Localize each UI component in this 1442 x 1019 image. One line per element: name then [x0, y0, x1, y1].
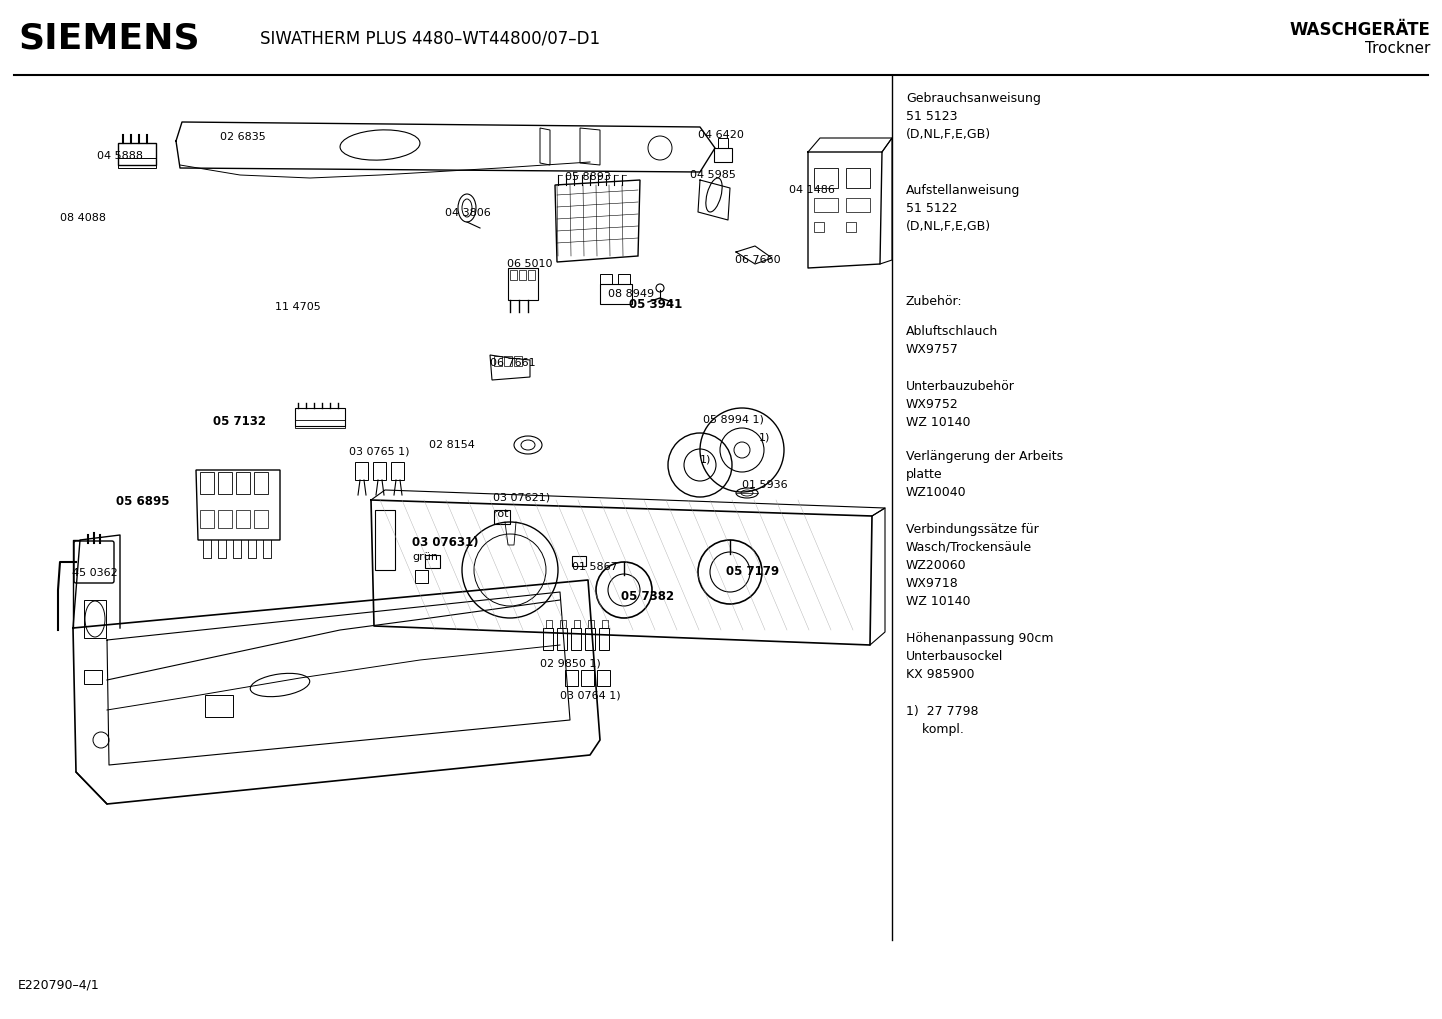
- Bar: [598, 628, 609, 650]
- Text: 06 7661: 06 7661: [490, 358, 535, 368]
- Text: 06 7660: 06 7660: [735, 255, 780, 265]
- Text: 06 5010: 06 5010: [508, 259, 552, 269]
- Bar: [600, 274, 611, 284]
- Bar: [572, 556, 585, 566]
- Bar: [601, 620, 609, 628]
- Text: 45 0362: 45 0362: [72, 568, 118, 578]
- Text: Verbindungssätze für
Wasch/Trockensäule
WZ20060
WX9718
WZ 10140: Verbindungssätze für Wasch/Trockensäule …: [906, 523, 1038, 608]
- Text: Trockner: Trockner: [1364, 41, 1430, 55]
- Text: Unterbauzubehör
WX9752
WZ 10140: Unterbauzubehör WX9752 WZ 10140: [906, 380, 1015, 429]
- Text: 11 4705: 11 4705: [275, 302, 320, 312]
- Text: Gebrauchsanweisung
51 5123
(D,NL,F,E,GB): Gebrauchsanweisung 51 5123 (D,NL,F,E,GB): [906, 92, 1041, 141]
- Bar: [846, 222, 857, 232]
- Text: 04 6420: 04 6420: [698, 130, 744, 140]
- Bar: [254, 472, 268, 494]
- Text: Verlängerung der Arbeits
platte
WZ10040: Verlängerung der Arbeits platte WZ10040: [906, 450, 1063, 499]
- Text: SIWATHERM PLUS 4480–WT44800/07–D1: SIWATHERM PLUS 4480–WT44800/07–D1: [260, 29, 600, 47]
- Text: 04 5985: 04 5985: [691, 170, 735, 180]
- Text: 05 8994 1): 05 8994 1): [704, 415, 764, 425]
- Text: Zubehör:: Zubehör:: [906, 294, 963, 308]
- Bar: [574, 620, 580, 628]
- Text: 1)  27 7798
    kompl.: 1) 27 7798 kompl.: [906, 705, 979, 736]
- Bar: [600, 284, 632, 304]
- Text: 02 8154: 02 8154: [430, 440, 474, 450]
- Text: 05 8893: 05 8893: [565, 172, 611, 182]
- Text: 03 0765 1): 03 0765 1): [349, 446, 410, 455]
- Bar: [813, 168, 838, 187]
- Bar: [236, 510, 249, 528]
- Text: E220790–4/1: E220790–4/1: [17, 978, 99, 991]
- Bar: [559, 620, 567, 628]
- Bar: [84, 600, 107, 638]
- Text: 03 07621): 03 07621): [493, 493, 551, 503]
- Bar: [118, 158, 156, 168]
- Bar: [218, 472, 232, 494]
- Text: 05 7382: 05 7382: [622, 590, 673, 603]
- Bar: [505, 356, 512, 366]
- Bar: [718, 138, 728, 148]
- Bar: [375, 510, 395, 570]
- Bar: [528, 270, 535, 280]
- Bar: [218, 510, 232, 528]
- Bar: [813, 222, 823, 232]
- Bar: [205, 695, 234, 717]
- Bar: [585, 628, 596, 650]
- Text: grün: grün: [412, 552, 438, 562]
- Text: 04 5888: 04 5888: [97, 151, 143, 161]
- Bar: [513, 356, 522, 366]
- Text: 05 7132: 05 7132: [213, 415, 265, 428]
- Text: 05 6895: 05 6895: [117, 495, 170, 508]
- Text: 1): 1): [699, 455, 711, 465]
- Text: 02 6835: 02 6835: [221, 132, 265, 142]
- Bar: [200, 472, 213, 494]
- Text: 08 8949: 08 8949: [609, 289, 655, 299]
- Text: 04 1486: 04 1486: [789, 185, 835, 195]
- Text: 01 5936: 01 5936: [743, 480, 787, 490]
- Bar: [571, 628, 581, 650]
- Bar: [813, 198, 838, 212]
- Bar: [236, 472, 249, 494]
- Text: rot: rot: [493, 510, 509, 519]
- Bar: [510, 270, 518, 280]
- Bar: [619, 274, 630, 284]
- Text: SIEMENS: SIEMENS: [17, 21, 199, 55]
- Bar: [200, 510, 213, 528]
- Text: 03 0764 1): 03 0764 1): [559, 690, 620, 700]
- Bar: [118, 143, 156, 165]
- Text: 05 7179: 05 7179: [725, 565, 779, 578]
- Bar: [547, 620, 552, 628]
- Text: Höhenanpassung 90cm
Unterbausockel
KX 985900: Höhenanpassung 90cm Unterbausockel KX 98…: [906, 632, 1054, 681]
- Text: Abluftschlauch
WX9757: Abluftschlauch WX9757: [906, 325, 998, 356]
- Text: 01 5867: 01 5867: [572, 562, 617, 572]
- Bar: [495, 356, 502, 366]
- Text: 04 3806: 04 3806: [446, 208, 490, 218]
- Text: 1): 1): [758, 433, 770, 443]
- Text: 05 3941: 05 3941: [629, 298, 682, 311]
- Bar: [544, 628, 552, 650]
- Bar: [557, 628, 567, 650]
- Bar: [588, 620, 594, 628]
- Bar: [508, 268, 538, 300]
- Bar: [519, 270, 526, 280]
- Bar: [296, 420, 345, 428]
- Text: Aufstellanweisung
51 5122
(D,NL,F,E,GB): Aufstellanweisung 51 5122 (D,NL,F,E,GB): [906, 184, 1021, 233]
- Bar: [846, 198, 870, 212]
- Bar: [254, 510, 268, 528]
- Text: 03 07631): 03 07631): [412, 536, 479, 549]
- Bar: [296, 408, 345, 426]
- Text: 08 4088: 08 4088: [61, 213, 107, 223]
- Bar: [714, 148, 733, 162]
- Bar: [846, 168, 870, 187]
- Bar: [84, 671, 102, 684]
- Text: WASCHGERÄTE: WASCHGERÄTE: [1289, 21, 1430, 39]
- Text: 02 9850 1): 02 9850 1): [539, 658, 601, 668]
